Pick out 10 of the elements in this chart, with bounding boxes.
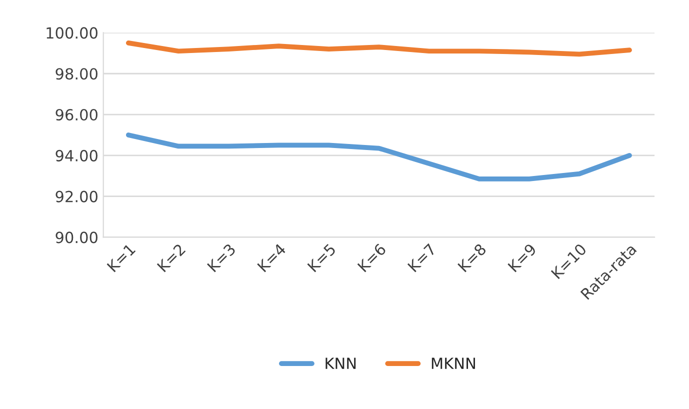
line-series bbox=[126, 132, 632, 182]
y-tick-label: 92.00 bbox=[56, 190, 98, 202]
y-tick-label: 98.00 bbox=[56, 68, 98, 80]
y-tick-label: 94.00 bbox=[56, 150, 98, 162]
line-series bbox=[126, 40, 632, 57]
y-tick-label: 90.00 bbox=[56, 232, 98, 244]
legend-label: MKNN bbox=[432, 358, 475, 369]
y-tick-label: 96.00 bbox=[56, 108, 98, 121]
y-tick-label: 100.00 bbox=[46, 27, 98, 39]
legend-label: KNN bbox=[326, 358, 356, 369]
